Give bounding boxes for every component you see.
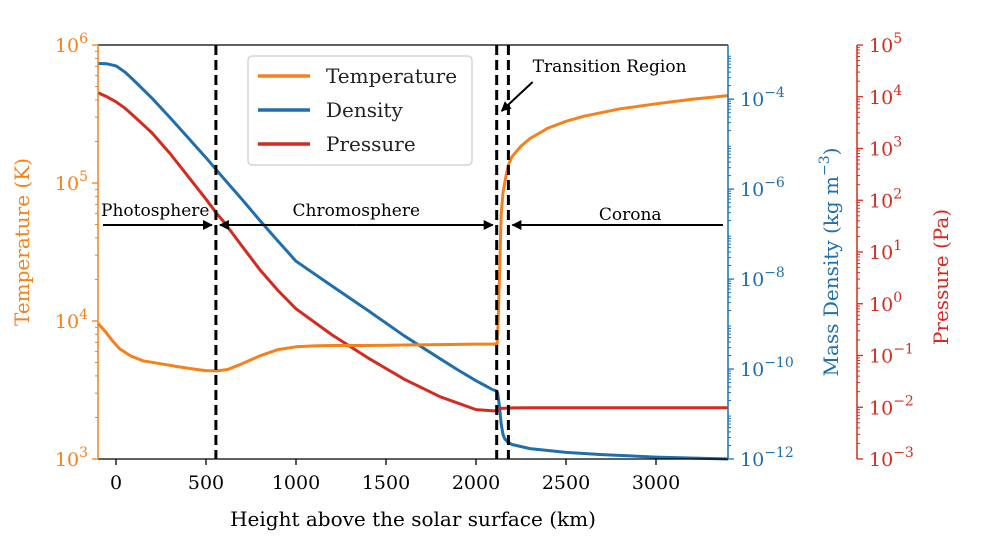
density-tick-3: 10−6 [740, 175, 785, 201]
temperature-tick-0: 103 [55, 445, 88, 471]
region-label-corona: Corona [599, 205, 662, 225]
pressure-tick-6: 103 [869, 135, 902, 161]
temperature-axis-label: Temperature (K) [10, 158, 34, 326]
x-tick-6: 3000 [632, 472, 680, 494]
region-annotations: Photosphere Chromosphere Corona Transition … [101, 57, 723, 230]
series-line-pressure [97, 91, 728, 413]
density-tick-2: 10−8 [740, 265, 785, 291]
temperature-axis: 103 104 105 106 Temperature (K) [10, 31, 98, 471]
pressure-tick-3: 100 [869, 290, 902, 316]
region-label-photosphere: Photosphere [101, 201, 210, 221]
transition-region-arrow [500, 81, 534, 112]
region-boundaries [214, 45, 510, 459]
pressure-tick-2: 10−1 [869, 342, 914, 368]
x-tick-0: 0 [110, 472, 122, 494]
region-label-chromosphere: Chromosphere [293, 201, 420, 221]
temperature-tick-1: 104 [55, 307, 88, 333]
pressure-axis: 10−3 10−2 10−1 100 101 102 103 104 105 Pressure (… [857, 31, 953, 471]
legend-label-temperature: Temperature [326, 64, 457, 88]
x-tick-5: 2500 [542, 472, 590, 494]
pressure-tick-5: 102 [869, 186, 902, 212]
legend-label-pressure: Pressure [326, 132, 416, 156]
density-tick-0: 10−12 [740, 445, 794, 471]
transition-region-label: Transition Region [533, 57, 687, 77]
density-tick-1: 10−10 [740, 355, 794, 381]
series-line-temperature [96, 94, 729, 373]
pressure-tick-7: 104 [869, 83, 902, 109]
density-axis: 10−12 10−10 10−8 10−6 10−4 Mass Density (kg m… [728, 55, 843, 471]
pressure-axis-label: Pressure (Pa) [929, 209, 953, 345]
legend-box [247, 55, 473, 166]
temperature-tick-2: 105 [55, 169, 88, 195]
x-axis-label: Height above the solar surface (km) [230, 507, 596, 531]
x-tick-2: 1000 [272, 472, 320, 494]
legend-label-density: Density [326, 98, 403, 122]
x-tick-3: 1500 [362, 472, 410, 494]
temperature-tick-3: 106 [55, 31, 88, 57]
pressure-tick-0: 10−3 [869, 445, 914, 471]
density-axis-label: Mass Density (kg m−3) [817, 148, 843, 377]
pressure-tick-4: 101 [869, 238, 902, 264]
pressure-tick-1: 10−2 [869, 393, 914, 419]
legend: Temperature Density Pressure [247, 55, 473, 166]
density-tick-4: 10−4 [740, 85, 785, 111]
x-tick-4: 2000 [452, 472, 500, 494]
height-axis: 0 500 1000 1500 2000 2500 3000 Height above the… [110, 459, 680, 531]
pressure-tick-8: 105 [869, 31, 902, 57]
x-tick-1: 500 [188, 472, 224, 494]
